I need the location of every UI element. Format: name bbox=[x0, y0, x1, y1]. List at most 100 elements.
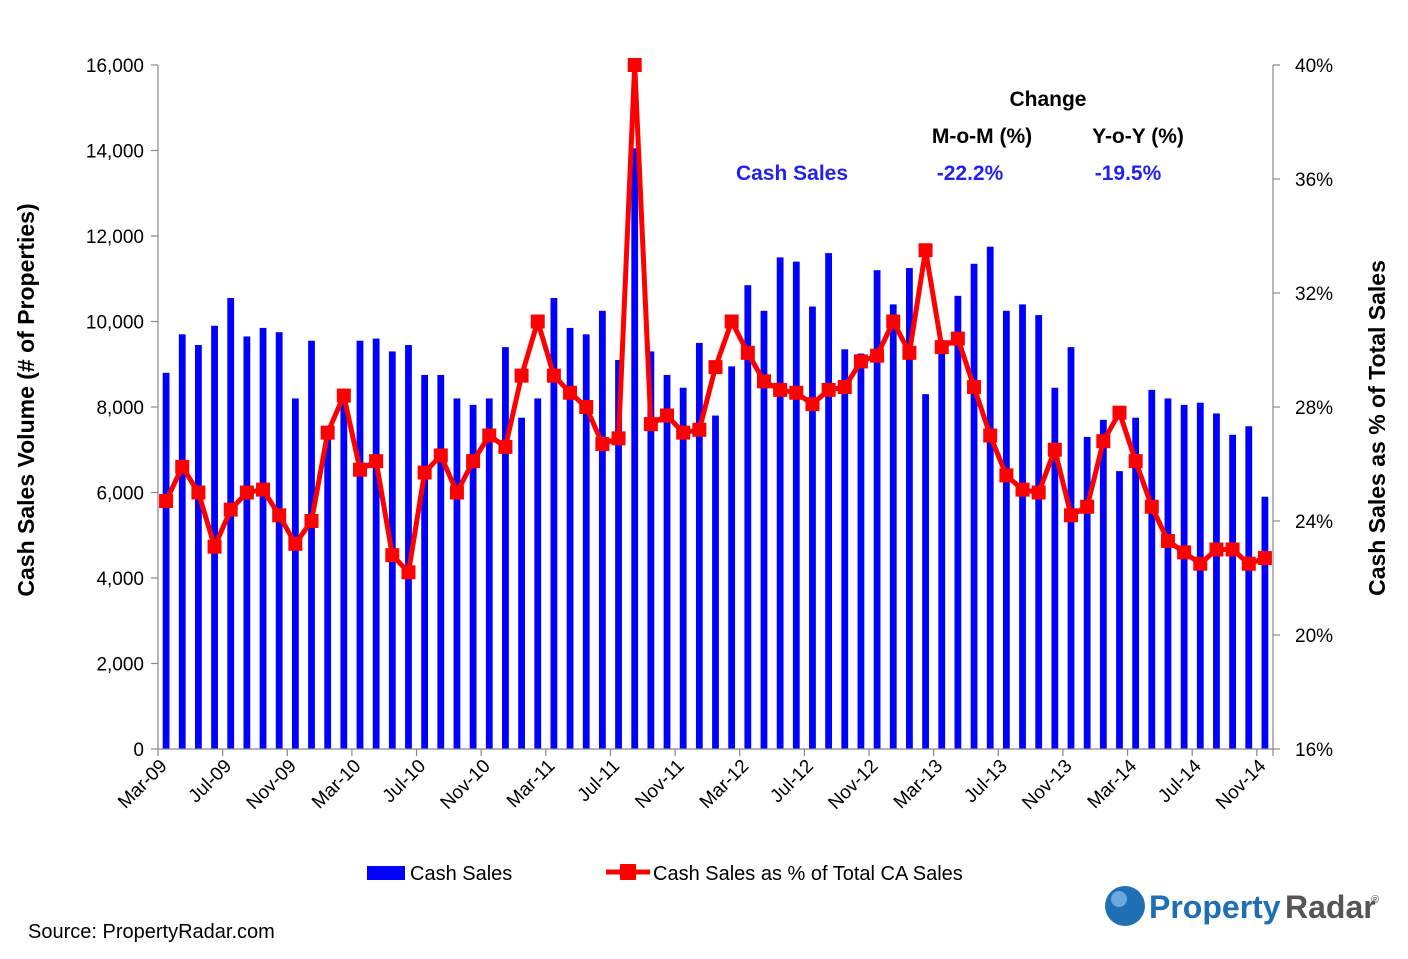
point-May-10 bbox=[385, 548, 400, 563]
y-right-tick-label: 16% bbox=[1295, 740, 1333, 761]
point-Aug-13 bbox=[1015, 482, 1030, 497]
bar-May-11 bbox=[582, 334, 590, 749]
annotation-header: Change bbox=[1009, 88, 1086, 111]
y-right-tick-label: 40% bbox=[1295, 56, 1333, 77]
x-tick-label: Jul-11 bbox=[574, 756, 624, 806]
bar-Oct-10 bbox=[469, 404, 477, 749]
bar-Sep-14 bbox=[1229, 434, 1236, 749]
bar-Aug-13 bbox=[1019, 304, 1026, 749]
y-left-tick-label: 8,000 bbox=[96, 398, 144, 419]
point-Jan-13 bbox=[902, 345, 917, 360]
bar-Nov-12 bbox=[873, 270, 881, 749]
bar-Jun-11 bbox=[598, 310, 606, 749]
bar-Oct-11 bbox=[663, 374, 671, 749]
bar-Sep-11 bbox=[647, 351, 655, 749]
y-right-tick-label: 28% bbox=[1295, 398, 1333, 419]
bar-Apr-09 bbox=[178, 334, 186, 749]
point-Sep-11 bbox=[643, 417, 658, 432]
bar-Aug-12 bbox=[825, 253, 833, 749]
point-Nov-14 bbox=[1257, 551, 1272, 566]
propertyradar-logo: Property Radar ® bbox=[1105, 886, 1379, 926]
line-series bbox=[159, 58, 1272, 580]
point-May-09 bbox=[191, 485, 206, 500]
bar-Nov-14 bbox=[1261, 496, 1269, 749]
legend: Cash Sales Cash Sales as % of Total CA S… bbox=[367, 863, 963, 885]
point-Sep-14 bbox=[1225, 542, 1240, 557]
annotation-table: Change M-o-M (%) Y-o-Y (%) Cash Sales -2… bbox=[736, 88, 1184, 185]
bar-Dec-10 bbox=[502, 347, 509, 749]
point-Jun-14 bbox=[1177, 545, 1192, 560]
bar-Oct-12 bbox=[857, 353, 865, 749]
point-Jul-09 bbox=[223, 502, 238, 517]
bar-Mar-11 bbox=[550, 297, 558, 749]
x-tick-label: Nov-14 bbox=[1212, 755, 1270, 813]
bar-Dec-09 bbox=[308, 340, 315, 749]
point-Aug-14 bbox=[1209, 542, 1224, 557]
point-May-11 bbox=[579, 400, 594, 414]
annotation-mom-value: -22.2% bbox=[937, 162, 1004, 185]
point-Jul-12 bbox=[805, 397, 820, 412]
bar-Dec-12 bbox=[889, 304, 897, 749]
x-tick-label: Jul-14 bbox=[1154, 755, 1206, 807]
y-right-title: Cash Sales as % of Total Sales bbox=[1364, 260, 1390, 596]
point-Mar-12 bbox=[740, 345, 755, 360]
x-tick-label: Jul-13 bbox=[960, 756, 1011, 807]
annotation-yoy-value: -19.5% bbox=[1095, 162, 1162, 185]
y-left-tick-label: 12,000 bbox=[86, 227, 144, 248]
y-left-tick-label: 14,000 bbox=[86, 142, 144, 163]
bar-Jan-12 bbox=[712, 415, 719, 749]
point-Jun-13 bbox=[983, 428, 998, 443]
y-left-tick-label: 16,000 bbox=[86, 56, 144, 77]
legend-item-cash-sales: Cash Sales bbox=[410, 863, 512, 885]
point-Sep-09 bbox=[256, 482, 271, 497]
bar-Jul-13 bbox=[1002, 310, 1010, 749]
y-right-tick-label: 20% bbox=[1295, 626, 1333, 647]
bar-Jul-09 bbox=[227, 297, 235, 749]
y-right-tick-label: 36% bbox=[1295, 170, 1333, 191]
bar-Sep-13 bbox=[1035, 315, 1043, 749]
bar-Feb-10 bbox=[340, 400, 348, 749]
legend-item-cash-pct: Cash Sales as % of Total CA Sales bbox=[653, 863, 963, 885]
bar-May-09 bbox=[195, 345, 202, 749]
point-Dec-09 bbox=[304, 514, 319, 528]
bar-series bbox=[162, 148, 1269, 750]
point-Oct-13 bbox=[1047, 442, 1062, 457]
point-Mar-13 bbox=[934, 340, 949, 355]
bar-Jun-13 bbox=[986, 246, 994, 749]
axes: 0 2,000 4,000 6,000 8,000 10,000 12,000 14,000 1… bbox=[86, 56, 1333, 761]
bar-Aug-09 bbox=[243, 336, 251, 749]
x-tick-label: Nov-12 bbox=[824, 756, 882, 814]
bar-Jan-10 bbox=[324, 439, 332, 749]
bar-Jul-12 bbox=[809, 306, 816, 749]
point-Jun-12 bbox=[789, 385, 804, 400]
point-Feb-11 bbox=[530, 314, 545, 329]
bar-Feb-12 bbox=[728, 366, 736, 749]
x-tick-label: Jul-09 bbox=[185, 756, 236, 807]
x-tick-label: Mar-10 bbox=[308, 756, 365, 813]
x-tick-label: Mar-09 bbox=[114, 756, 171, 813]
point-Apr-12 bbox=[756, 374, 771, 389]
x-tick-labels: Mar-09 Jul-09 Nov-09 Mar-10 Jul-10 Nov-10 Mar-… bbox=[114, 755, 1271, 813]
bar-May-12 bbox=[776, 257, 784, 749]
bar-Dec-13 bbox=[1083, 436, 1091, 749]
bar-Feb-11 bbox=[534, 398, 542, 749]
bar-Nov-10 bbox=[485, 398, 493, 749]
x-tick-label: Jul-10 bbox=[379, 756, 430, 807]
point-May-14 bbox=[1160, 533, 1175, 548]
bar-Jan-13 bbox=[906, 268, 913, 749]
bar-Jan-14 bbox=[1099, 419, 1107, 749]
point-Apr-09 bbox=[175, 459, 190, 474]
point-Jun-10 bbox=[401, 565, 416, 580]
point-Sep-12 bbox=[837, 380, 852, 395]
point-Feb-12 bbox=[724, 314, 739, 329]
bar-Mar-09 bbox=[162, 372, 170, 749]
point-Jan-12 bbox=[708, 360, 723, 375]
y-left-tick-label: 2,000 bbox=[96, 655, 144, 676]
bar-Mar-14 bbox=[1132, 417, 1140, 749]
point-Nov-09 bbox=[288, 536, 303, 551]
bar-Nov-13 bbox=[1067, 347, 1075, 749]
y-left-title: Cash Sales Volume (# of Properties) bbox=[13, 203, 39, 596]
bar-Aug-14 bbox=[1213, 413, 1220, 749]
bar-Apr-14 bbox=[1148, 389, 1156, 749]
bar-Jun-14 bbox=[1180, 404, 1188, 749]
